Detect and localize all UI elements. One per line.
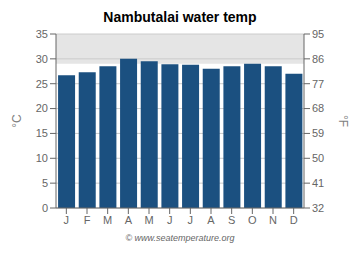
svg-text:A: A [207,214,215,226]
svg-text:°C: °C [10,114,24,128]
svg-text:S: S [228,214,235,226]
svg-text:20: 20 [36,102,48,114]
svg-text:N: N [269,214,277,226]
svg-text:A: A [125,214,133,226]
svg-text:68: 68 [312,102,324,114]
svg-text:F: F [84,214,91,226]
html-text:© www.seatemperature.org: © www.seatemperature.org [125,233,235,243]
svg-text:32: 32 [312,202,324,214]
svg-text:°F: °F [336,115,350,127]
svg-text:77: 77 [312,78,324,90]
svg-text:86: 86 [312,53,324,65]
svg-text:95: 95 [312,28,324,40]
svg-text:10: 10 [36,152,48,164]
svg-text:41: 41 [312,177,324,189]
svg-text:25: 25 [36,78,48,90]
svg-text:5: 5 [42,177,48,189]
svg-text:D: D [290,214,298,226]
svg-text:0: 0 [42,202,48,214]
svg-text:M: M [103,214,112,226]
svg-text:59: 59 [312,127,324,139]
svg-text:J: J [167,214,173,226]
html-text:Nambutalai water temp: Nambutalai water temp [103,9,257,25]
svg-text:M: M [144,214,153,226]
svg-text:J: J [64,214,69,226]
svg-text:50: 50 [312,152,324,164]
svg-text:J: J [188,214,194,226]
svg-text:35: 35 [36,28,48,40]
svg-text:O: O [248,214,257,226]
svg-text:30: 30 [36,53,48,65]
svg-text:15: 15 [36,127,48,139]
